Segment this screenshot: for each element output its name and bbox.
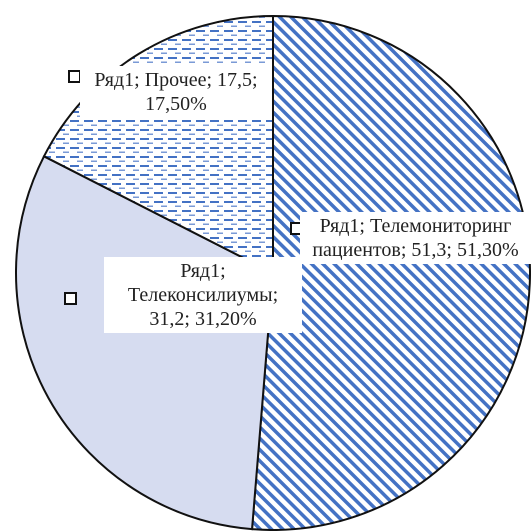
- label-part: Ряд1: [319, 215, 360, 237]
- label-part: Ряд1: [94, 69, 135, 91]
- label-part: ;: [220, 260, 226, 282]
- data-label: Ряд1; Телемониторинг пациентов; 51,3; 51…: [300, 212, 531, 264]
- label-part: ;: [359, 215, 370, 237]
- label-part: 31,20%: [194, 308, 257, 330]
- label-part: Телеконсилиумы: [127, 284, 273, 306]
- pie-slice: [250, 14, 531, 531]
- legend-key: [64, 292, 77, 305]
- label-part: ;: [446, 239, 457, 261]
- label-part: ;: [252, 69, 258, 91]
- label-part: ;: [206, 69, 218, 91]
- data-label: Ряд1; Телеконсилиумы; 31,2; 31,20%: [104, 257, 302, 333]
- label-part: Прочее: [144, 69, 207, 91]
- label-part: ;: [184, 308, 195, 330]
- label-part: Ряд1: [180, 260, 221, 282]
- label-part: 51,3: [411, 239, 447, 261]
- label-part: ;: [134, 69, 145, 91]
- label-part: 17,50%: [145, 93, 207, 115]
- data-label: Ряд1; Прочее; 17,5; 17,50%: [80, 66, 272, 118]
- label-part: 17,5: [217, 69, 253, 91]
- label-part: Телемониторинг пациентов: [312, 215, 512, 261]
- label-part: 51,30%: [456, 239, 519, 261]
- label-part: ;: [400, 239, 412, 261]
- pie-slice: [15, 154, 275, 531]
- label-part: ;: [272, 284, 279, 306]
- label-part: 31,2: [149, 308, 185, 330]
